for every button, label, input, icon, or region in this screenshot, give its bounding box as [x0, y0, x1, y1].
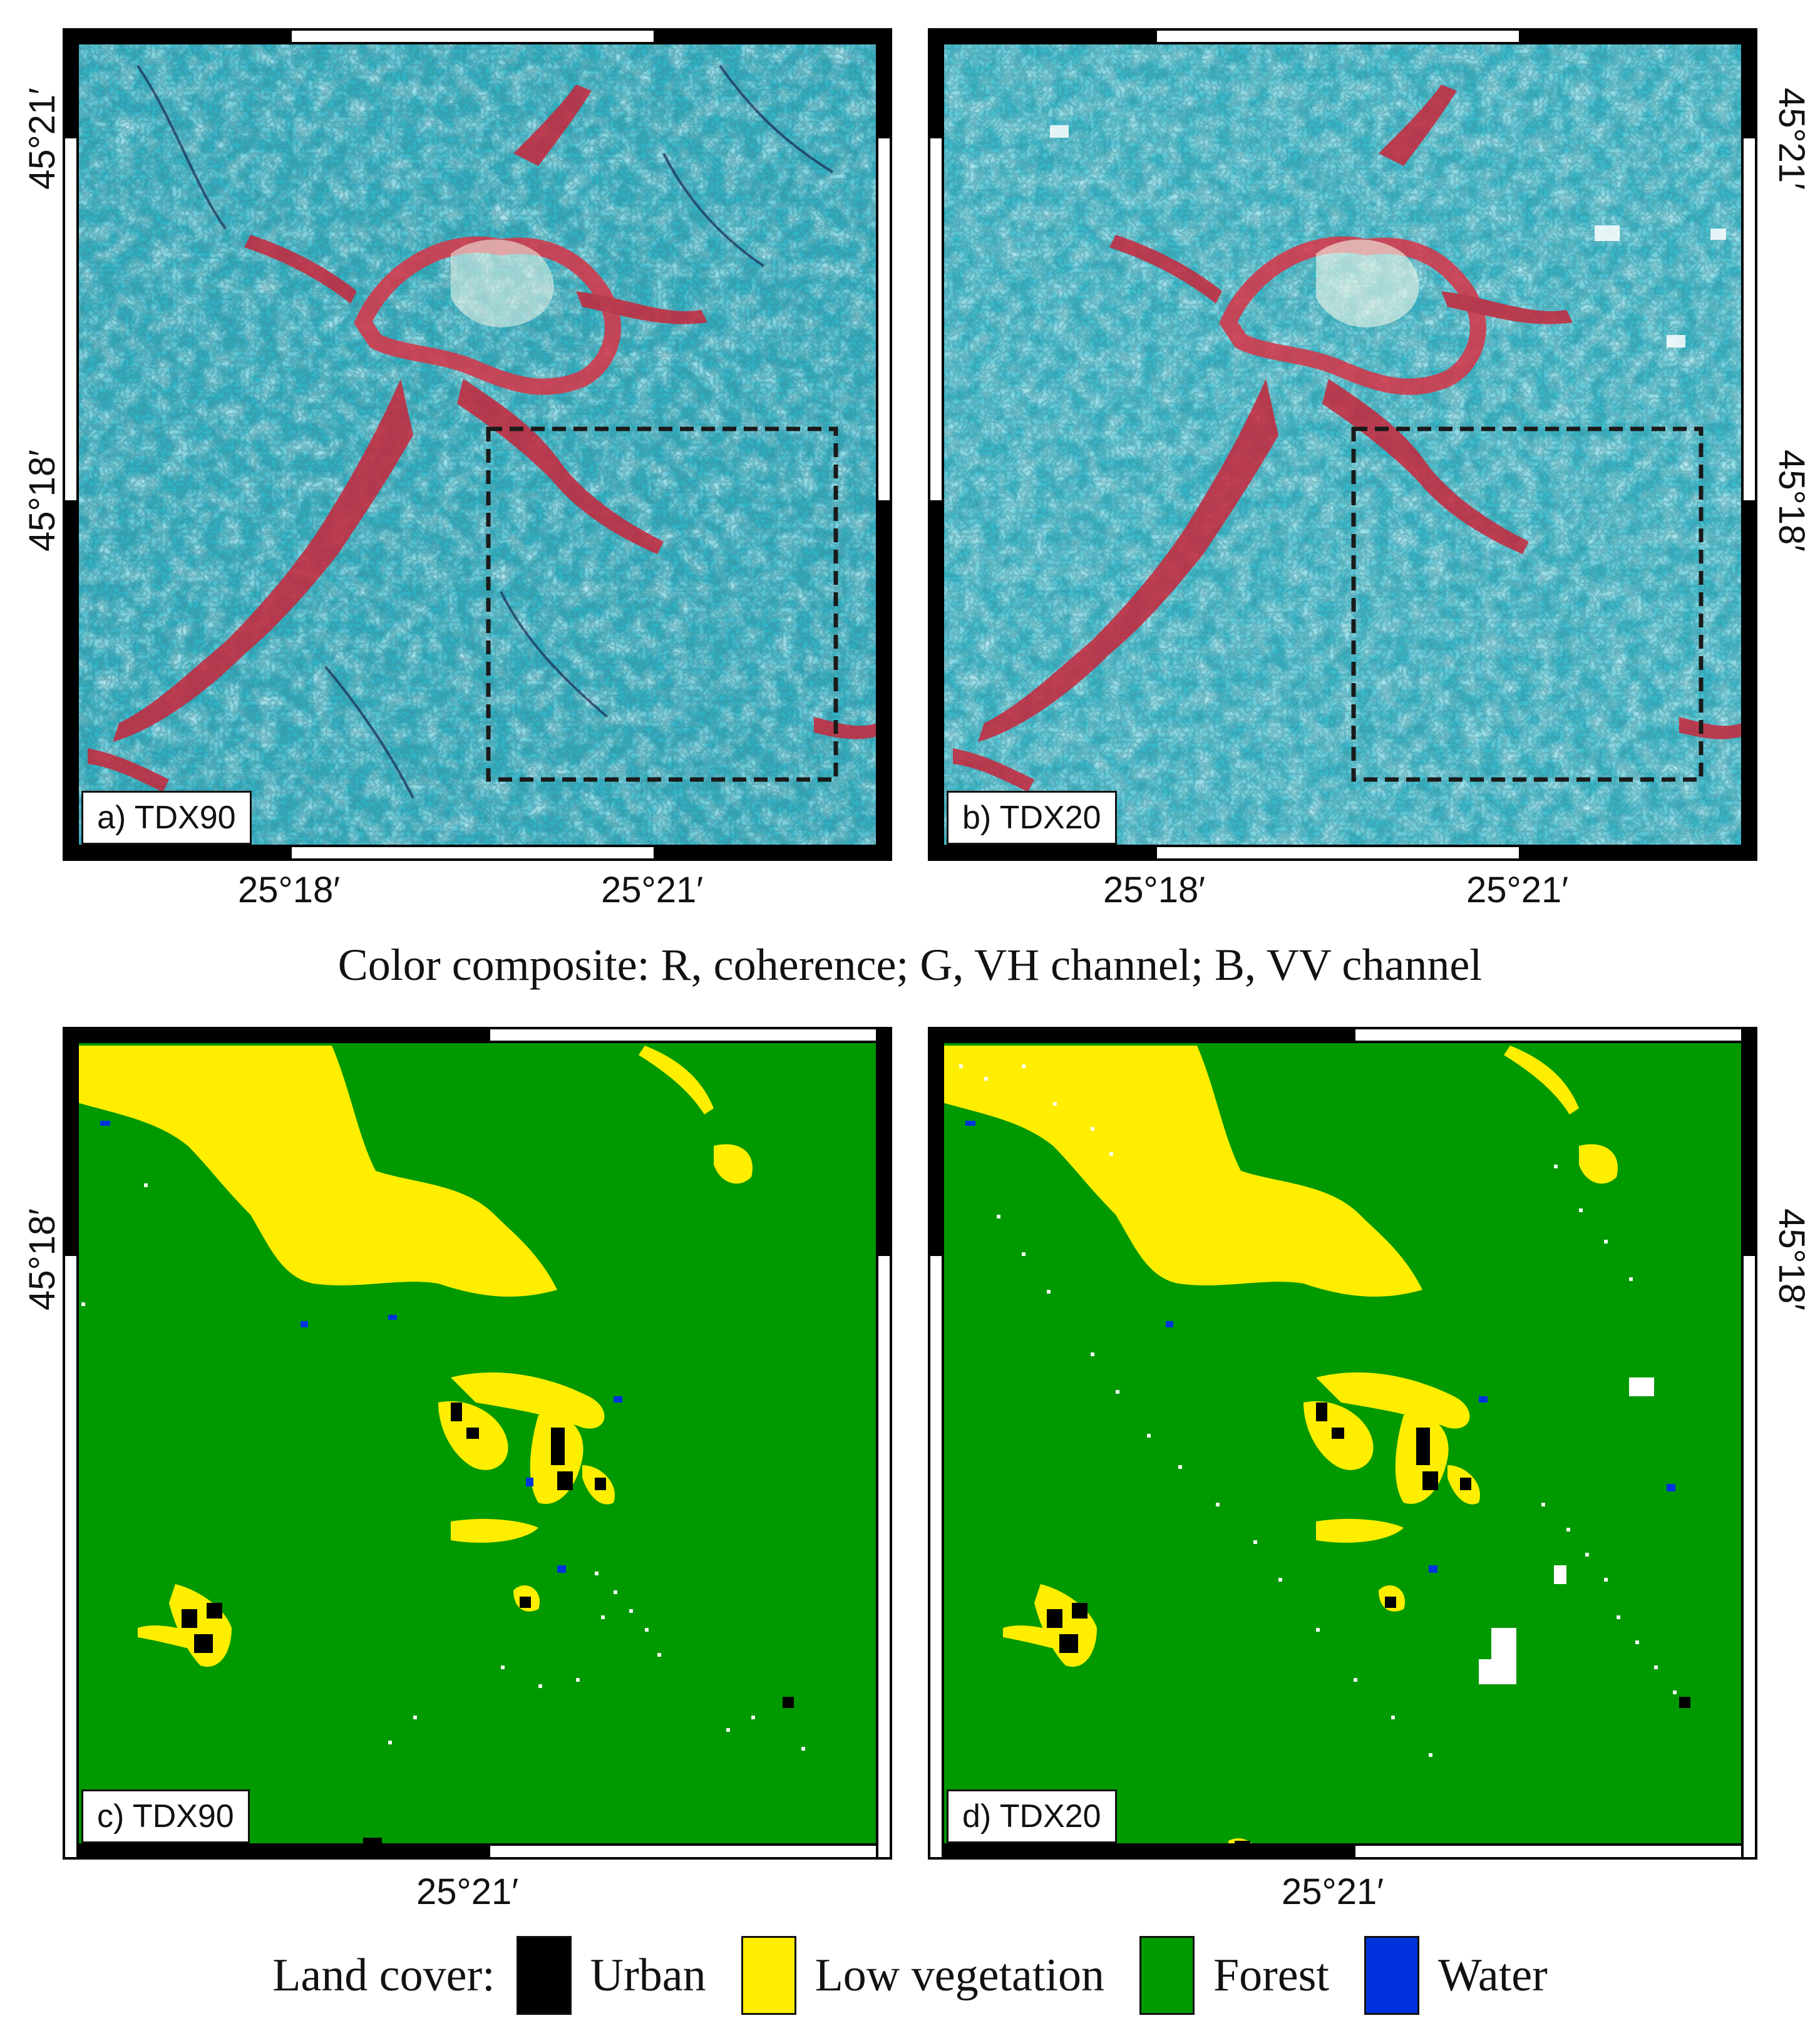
panel-tag-b: b) TDX20 [947, 791, 1117, 845]
legend-label-urban: Urban [590, 1949, 706, 2001]
panel-tag-a: a) TDX90 [81, 791, 252, 845]
lat-label-b-mid: 45°18′ [1771, 449, 1812, 552]
drainage-lines [136, 64, 834, 799]
no-data-areas [1479, 1377, 1654, 1684]
lat-label-c: 45°18′ [22, 1208, 63, 1311]
legend-swatch-low-vegetation [741, 1936, 796, 2015]
low-vegetation-areas [75, 1046, 753, 1667]
panel-d-landcover-tdx20: d) TDX20 [928, 1027, 1757, 1860]
water-areas [965, 1121, 1675, 1573]
legend-label-water: Water [1437, 1949, 1548, 2001]
legend-swatch-water [1364, 1936, 1419, 2015]
legend-label-low-vegetation: Low vegetation [815, 1949, 1104, 2001]
lat-label-b-top: 45°21′ [1771, 87, 1812, 190]
bright-patches [1050, 125, 1726, 347]
graticule-frame [928, 28, 1757, 861]
legend-swatch-urban [516, 1936, 572, 2015]
legend-item-urban: Urban [516, 1936, 706, 2015]
sar-map-b [928, 28, 1757, 861]
legend-item-forest: Forest [1139, 1936, 1329, 2015]
legend-item-water: Water [1364, 1936, 1548, 2015]
lon-label-d: 25°21′ [1282, 1871, 1384, 1912]
no-data-speckles [959, 1064, 1677, 1757]
lat-label-d: 45°18′ [1771, 1208, 1812, 1311]
graticule-frame [63, 28, 892, 861]
legend-swatch-forest [1139, 1936, 1195, 2015]
legend-title: Land cover: [272, 1949, 495, 2001]
lon-label-c: 25°21′ [416, 1871, 519, 1912]
legend-item-low-vegetation: Low vegetation [741, 1936, 1104, 2015]
legend-label-forest: Forest [1213, 1949, 1329, 2001]
panel-tag-d: d) TDX20 [947, 1789, 1117, 1843]
sar-map-a [63, 28, 892, 861]
figure-caption: Color composite: R, coherence; G, VH cha… [337, 940, 1483, 990]
inset-extent-box [486, 426, 838, 782]
panel-tag-c: c) TDX90 [81, 1789, 250, 1843]
urban-areas [1047, 1403, 1690, 1852]
inset-extent-box [1351, 426, 1704, 782]
lon-label-a-left: 25°18′ [238, 870, 341, 910]
panel-c-landcover-tdx90: c) TDX90 [63, 1027, 892, 1860]
landcover-map-c [63, 1027, 892, 1860]
bright-peak-area [1316, 239, 1419, 327]
graticule-frame [928, 1027, 1757, 1860]
water-areas [100, 1121, 622, 1573]
lat-label-a-top: 45°21′ [22, 87, 63, 190]
land-cover-legend: Land cover: Urban Low vegetation Forest … [0, 1928, 1820, 2022]
graticule-frame [63, 1027, 892, 1860]
landcover-map-d [928, 1027, 1757, 1860]
coherence-red-area [953, 85, 1745, 792]
lon-label-b-right: 25°21′ [1466, 870, 1569, 910]
lon-label-b-left: 25°18′ [1103, 870, 1206, 910]
panel-b-sar-tdx20: b) TDX20 [928, 28, 1757, 861]
panel-a-sar-tdx90: a) TDX90 [63, 28, 892, 861]
bright-peak-area [451, 239, 554, 327]
no-data-speckles [81, 1183, 805, 1751]
lon-label-a-right: 25°21′ [601, 870, 704, 910]
coherence-red-area [88, 85, 880, 792]
lat-label-a-mid: 45°18′ [22, 449, 63, 552]
